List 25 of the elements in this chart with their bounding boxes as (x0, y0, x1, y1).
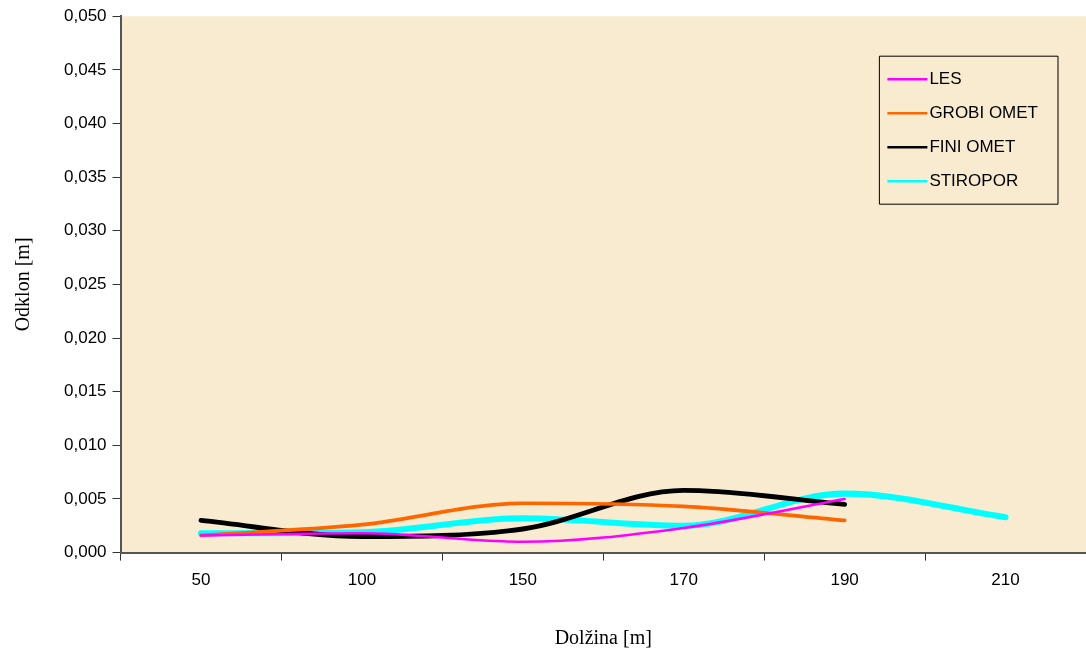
x-tick-label: 100 (347, 570, 377, 590)
line-series (199, 497, 846, 544)
y-tick-label: 0,010 (63, 435, 107, 455)
y-tick-label: 0,050 (63, 5, 107, 25)
legend-label: STIROPOR (929, 170, 1019, 190)
y-tick-label: 0,040 (63, 113, 107, 133)
line-series (199, 501, 847, 538)
x-tick-label: 210 (991, 570, 1020, 590)
y-tick-label: 0,005 (63, 488, 107, 508)
x-tick-label: 170 (669, 570, 698, 590)
y-tick-label: 0,000 (63, 542, 107, 562)
y-tick-label: 0,015 (63, 381, 107, 401)
x-tick-label: 150 (508, 570, 537, 590)
y-tick-label: 0,030 (63, 220, 107, 240)
x-tick-label: 190 (830, 570, 859, 590)
x-axis-title: Dolžina [m] (554, 626, 652, 649)
y-tick-label: 0,025 (63, 274, 107, 294)
y-tick-label: 0,045 (63, 59, 107, 79)
y-axis-title: Odklon [m] (11, 237, 34, 332)
x-tick-label: 50 (191, 570, 211, 590)
legend-label: LES (929, 68, 962, 88)
y-tick-label: 0,020 (63, 327, 107, 347)
y-tick-label: 0,035 (63, 166, 107, 186)
legend-label: GROBI OMET (929, 102, 1039, 122)
legend-label: FINI OMET (929, 136, 1016, 156)
